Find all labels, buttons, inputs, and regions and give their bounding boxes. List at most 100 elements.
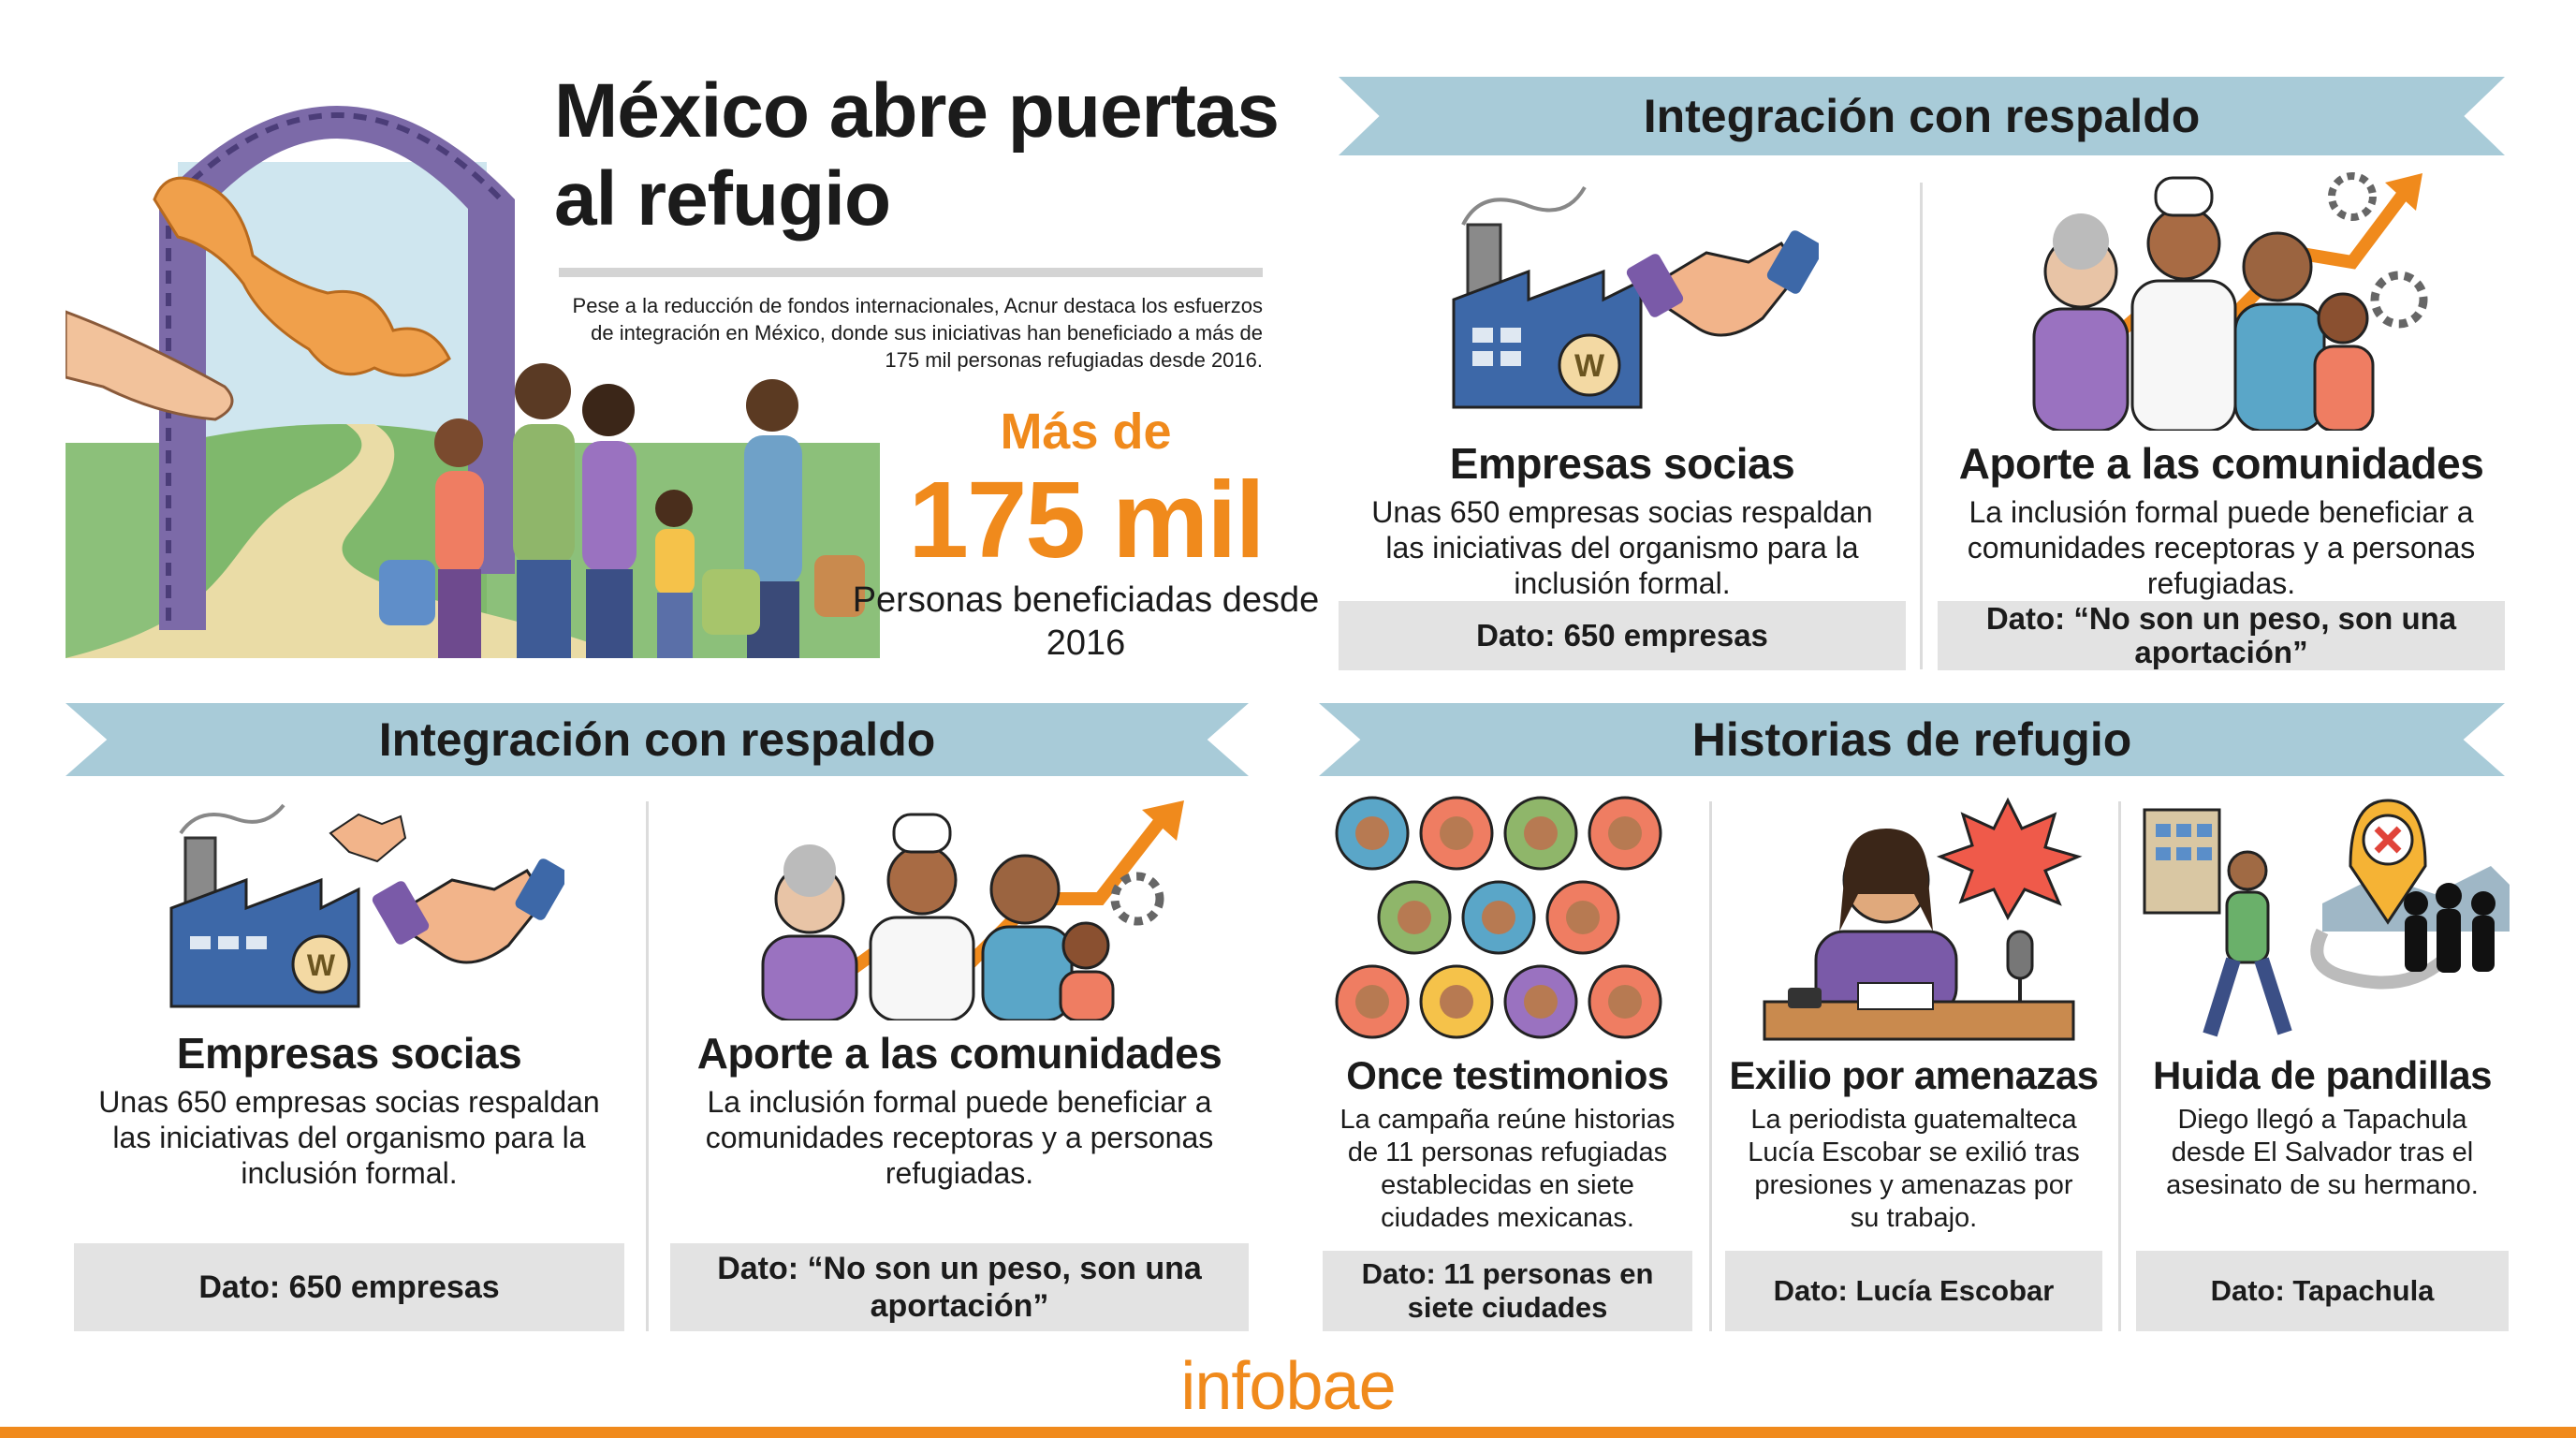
escape-illustration-part-part [2471,891,2496,916]
factory-illustration-part: W [1574,348,1605,384]
escape-illustration-part [2197,824,2212,837]
bottom-rule [0,1427,2576,1438]
faces-illustration-part-part [1481,901,1515,934]
faces-illustration-part-part [1439,816,1473,850]
faces-illustration-part-part [1523,985,1558,1019]
faces-illustration-part-part [1565,901,1600,934]
hero-illustration-part [166,112,508,621]
faces-illustration [1335,796,1661,1039]
escape-illustration-part [2404,883,2496,973]
escape-illustration-part [2310,928,2449,990]
factory-illustration-part [1500,351,1521,366]
card-fact: Dato: Tapachula [2136,1251,2509,1331]
title: México abre puertas al refugio [554,68,1280,242]
escape-illustration-part-part [2436,883,2462,909]
card-title: Huida de pandillas [2152,1053,2493,1097]
escape-illustration-part-part [2405,916,2427,972]
escape-illustration-part [2156,824,2171,837]
community-illustration-part [1059,970,1115,1020]
community-illustration [2032,172,2428,431]
factory-illustration-part: W [307,948,336,982]
card-title: Empresas socias [1449,439,1795,488]
card: Aporte a las comunidades La inclusión fo… [1938,169,2505,670]
card: W Empresas socias Unas 650 empresas soci… [1339,169,1906,670]
card-fact: Dato: 11 personas en siete ciudades [1323,1251,1692,1331]
factory-illustration: W [1452,185,1819,409]
community-illustration-part [2130,279,2237,431]
faces-illustration-part-part [1439,985,1473,1019]
factory-illustration-part [1461,185,1587,226]
card-title: Once testimonios [1346,1053,1669,1097]
card-title: Aporte a las comunidades [1958,439,2484,488]
card-title: Empresas socias [176,1029,522,1078]
people-part [517,560,571,658]
separator [1920,183,1923,669]
separator [1709,801,1712,1331]
faces-illustration-part-part [1607,985,1642,1019]
card-text: Unas 650 empresas socias respaldan las i… [98,1085,600,1190]
card-text: La campaña reúne historias de 11 persona… [1339,1105,1676,1233]
community-illustration-part [1110,872,1164,926]
factory-illustration-part [190,936,211,949]
card-fact: Dato: Lucía Escobar [1725,1251,2102,1331]
people [379,363,865,658]
factory-illustration-part [1658,242,1802,337]
people-part [702,569,760,635]
people-part [657,593,693,658]
hero-illustration-part [159,106,515,630]
people-part [744,435,802,585]
card: Once testimonios La campaña reúne histor… [1323,791,1692,1331]
section-ribbon: Integración con respaldo [66,703,1249,776]
section-ribbon: Integración con respaldo [1339,77,2505,155]
escape-illustration-part [2203,957,2292,1037]
card: Huida de pandillas Diego llegó a Tapachu… [2136,791,2510,1331]
faces-illustration-part-part [1523,816,1558,850]
community-illustration-part [1142,800,1184,841]
faces-illustration-part-part [1397,901,1431,934]
hero-illustration-part [153,176,451,377]
factory-illustration-part [1626,254,1684,317]
card: Exilio por amenazas La periodista guatem… [1725,791,2102,1331]
hero-illustration [66,106,880,658]
factory-illustration-part [1472,351,1493,366]
card-title: Exilio por amenazas [1729,1053,2099,1097]
people-part [582,384,635,436]
community-illustration-part [2328,172,2377,221]
faces-illustration-part-part [1354,816,1389,850]
journalist-illustration-part [1787,988,1822,1008]
brand-logo: infobae [1180,1349,1396,1424]
card-text: La periodista guatemalteca Lucía Escobar… [1748,1105,2080,1233]
faces-illustration-part [1335,796,1661,1039]
community-illustration-part [869,916,975,1020]
community-illustration-part [2317,292,2369,345]
community-illustration-part [892,813,952,854]
section-ribbon: Historias de refugio [1319,703,2505,776]
people-part [379,560,435,625]
journalist-illustration-part [1936,797,2082,921]
card-fact: Dato: 650 empresas [74,1243,624,1331]
hero-illustration-part [66,310,234,421]
community-illustration-part [981,925,1074,1020]
factory-illustration: W [169,803,564,1008]
faces-illustration-part-part [1607,816,1642,850]
factory-illustration-part [1766,230,1819,294]
journalist-illustration-part [1856,982,1934,1010]
community-illustration-part [2233,302,2326,431]
people-part [746,379,798,432]
card-fact: Dato: “No son un peso, son una aportació… [670,1243,1249,1331]
community-illustration-part [2053,213,2109,270]
factory-illustration-part [1472,328,1493,343]
escape-illustration-part [2225,890,2270,964]
escape-illustration-part-part [2437,909,2461,973]
highlight-figure: 175 mil [908,459,1265,580]
community-illustration-part [2146,206,2221,281]
card-text: La inclusión formal puede beneficiar a c… [705,1085,1214,1190]
journalist-illustration [1763,797,2082,1041]
factory-illustration-part [1500,328,1521,343]
escape-illustration-part-part [2404,891,2428,916]
escape-illustration-part-part [2472,916,2495,972]
escape-illustration-part [2197,847,2212,860]
people-part [434,418,483,467]
community-illustration-part [2032,307,2130,431]
